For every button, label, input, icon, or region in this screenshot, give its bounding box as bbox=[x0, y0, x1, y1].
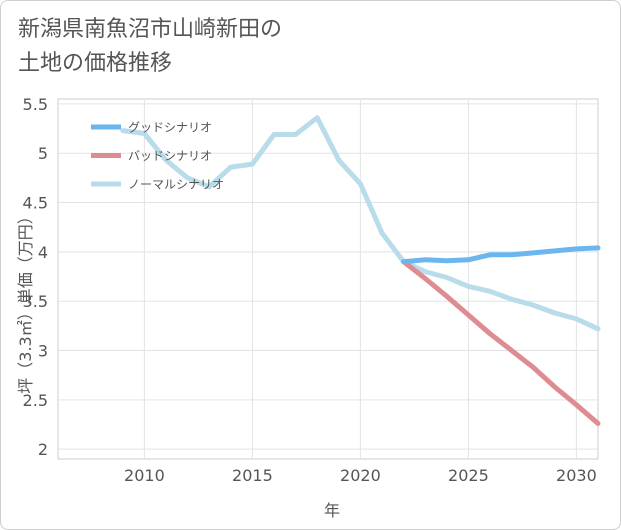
chart-title-line1: 新潟県南魚沼市山崎新田の bbox=[18, 17, 283, 42]
series-line-2 bbox=[401, 259, 601, 426]
y-tick-label: 3 bbox=[38, 342, 48, 361]
x-tick-label: 2015 bbox=[232, 466, 273, 485]
y-tick-label: 2 bbox=[38, 440, 48, 459]
x-axis-label: 年 bbox=[324, 501, 340, 520]
x-tick-label: 2020 bbox=[340, 466, 381, 485]
series-lines bbox=[120, 115, 601, 426]
y-tick-label: 3.5 bbox=[23, 292, 48, 311]
x-tick-label: 2025 bbox=[448, 466, 489, 485]
y-tick-label: 2.5 bbox=[23, 391, 48, 410]
series-line-1 bbox=[401, 245, 601, 265]
legend-label: バッドシナリオ bbox=[128, 149, 212, 163]
y-tick-label: 5.5 bbox=[23, 95, 48, 114]
legend-label: グッドシナリオ bbox=[128, 121, 212, 135]
chart-title-line2: 土地の価格推移 bbox=[18, 51, 173, 76]
series-line-3 bbox=[120, 115, 601, 332]
x-tick-label: 2010 bbox=[124, 466, 165, 485]
grid bbox=[58, 99, 598, 459]
y-tick-label: 4 bbox=[38, 243, 48, 262]
plot-area bbox=[57, 98, 599, 460]
y-axis-ticks: 2 2.5 3 3.5 4 4.5 5 5.5 bbox=[23, 95, 48, 459]
x-tick-label: 2030 bbox=[556, 466, 597, 485]
y-tick-label: 5 bbox=[38, 144, 48, 163]
y-axis-label: 坪（3.3㎡）単価（万円） bbox=[16, 208, 35, 393]
legend-label: ノーマルシナリオ bbox=[128, 178, 224, 192]
chart-title: 新潟県南魚沼市山崎新田の 土地の価格推移 bbox=[18, 13, 282, 81]
y-tick-label: 4.5 bbox=[23, 194, 48, 213]
x-axis-ticks: 2010 2015 2020 2025 2030 bbox=[124, 466, 597, 485]
